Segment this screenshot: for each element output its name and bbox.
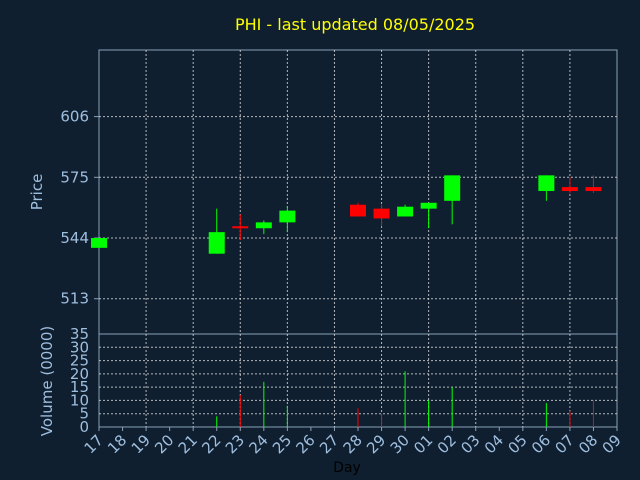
candle-body — [208, 232, 225, 254]
candle-body — [232, 226, 249, 229]
candle-body — [279, 210, 296, 223]
candle-body — [420, 202, 437, 209]
price-tick-label: 606 — [60, 108, 89, 126]
volume-bar — [451, 387, 453, 427]
candle-body — [538, 175, 555, 192]
price-axis-label: Price — [28, 174, 46, 211]
candle-body — [255, 222, 272, 229]
volume-bar — [569, 411, 571, 427]
volume-axis-label: Volume (0000) — [38, 326, 56, 436]
price-tick-label: 575 — [60, 168, 89, 186]
candle-body — [350, 204, 366, 217]
candle-body — [585, 187, 602, 192]
volume-tick-label: 10 — [70, 391, 89, 409]
volume-bar — [239, 395, 241, 427]
x-axis-label: Day — [333, 460, 361, 476]
volume-bar — [286, 405, 288, 427]
candle-body — [397, 206, 414, 217]
volume-bar — [428, 400, 430, 427]
volume-bar — [263, 381, 265, 427]
volume-tick-label: 0 — [79, 418, 89, 436]
volume-bar — [592, 400, 594, 427]
volume-tick-label: 25 — [70, 352, 89, 370]
candle-body — [444, 175, 461, 201]
volume-tick-label: 35 — [70, 325, 89, 343]
chart-title: PHI - last updated 08/05/2025 — [235, 15, 475, 34]
volume-tick-label: 30 — [70, 338, 89, 356]
volume-bar — [545, 403, 547, 427]
volume-bar — [357, 408, 359, 427]
price-tick-label: 544 — [60, 229, 89, 247]
volume-bar — [216, 416, 218, 427]
volume-bar — [404, 371, 406, 427]
candle-body — [561, 187, 578, 192]
volume-tick-label: 15 — [70, 378, 89, 396]
candle-body — [373, 208, 390, 219]
volume-tick-label: 5 — [79, 405, 89, 423]
price-panel: 513 544 575 606 — [60, 49, 618, 335]
price-tick-label: 513 — [60, 290, 89, 308]
volume-tick-label: 20 — [70, 365, 89, 383]
volume-bar — [381, 413, 383, 427]
candle-body — [91, 238, 107, 248]
